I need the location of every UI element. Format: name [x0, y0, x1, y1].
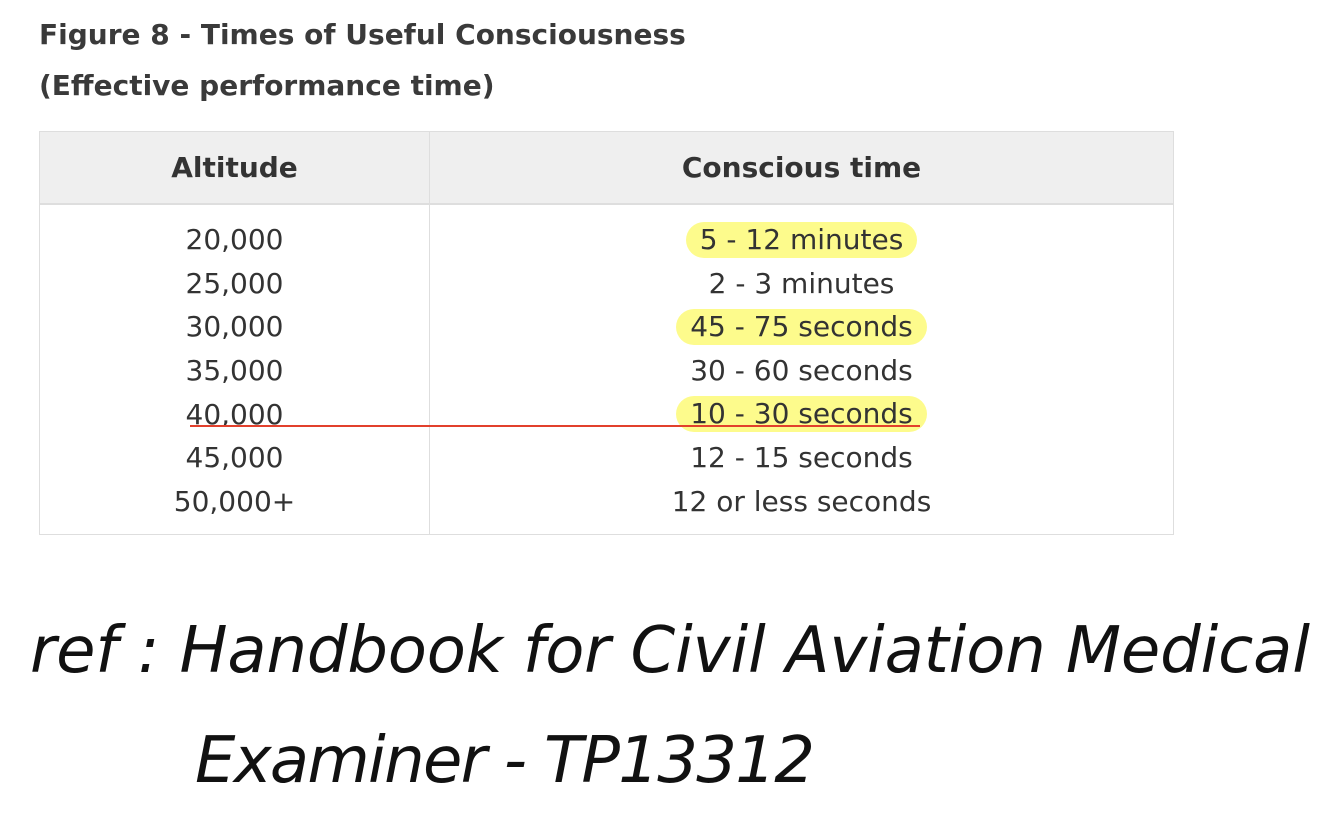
table: Altitude Conscious time 20,000 25,000 30…: [39, 131, 1174, 535]
cell: 35,000: [185, 354, 284, 388]
cell: 12 - 15 seconds: [690, 441, 913, 475]
cell: 45 - 75 seconds: [430, 305, 1173, 349]
note-line: Examiner - TP13312: [195, 724, 815, 798]
cell: 30,000: [185, 310, 284, 344]
figure-title: Figure 8 - Times of Useful Consciousness: [39, 18, 686, 51]
red-underline: [190, 425, 920, 427]
table-header: Altitude Conscious time: [40, 132, 1173, 205]
cell: 30 - 60 seconds: [690, 354, 913, 388]
handwritten-note: ref : Handbook for Civil Aviation Medica…: [30, 614, 1310, 798]
cell: 50,000+: [173, 484, 296, 518]
cell: 25,000: [185, 266, 284, 300]
cell: 45,000: [185, 441, 284, 475]
cell: 40,000: [185, 397, 284, 431]
altitude-column: 20,000 25,000 30,000 35,000 40,000 45,00…: [40, 205, 430, 534]
cell: 12 or less seconds: [671, 484, 932, 518]
header-cell: Conscious time: [681, 151, 922, 184]
cell: 5 - 12 minutes: [430, 218, 1173, 262]
figure-subtitle: (Effective performance time): [39, 69, 495, 102]
header-cell: Altitude: [40, 132, 430, 203]
highlighted-text: 5 - 12 minutes: [685, 221, 918, 258]
time-column: 5 - 12 minutes 2 - 3 minutes 45 - 75 sec…: [430, 205, 1173, 534]
cell: 20,000: [185, 223, 284, 257]
cell: 2 - 3 minutes: [708, 266, 895, 300]
highlighted-text: 45 - 75 seconds: [676, 308, 927, 345]
table-body: 20,000 25,000 30,000 35,000 40,000 45,00…: [40, 205, 1173, 534]
cell: 10 - 30 seconds: [430, 392, 1173, 436]
note-line: ref : Handbook for Civil Aviation Medica…: [30, 614, 1310, 688]
